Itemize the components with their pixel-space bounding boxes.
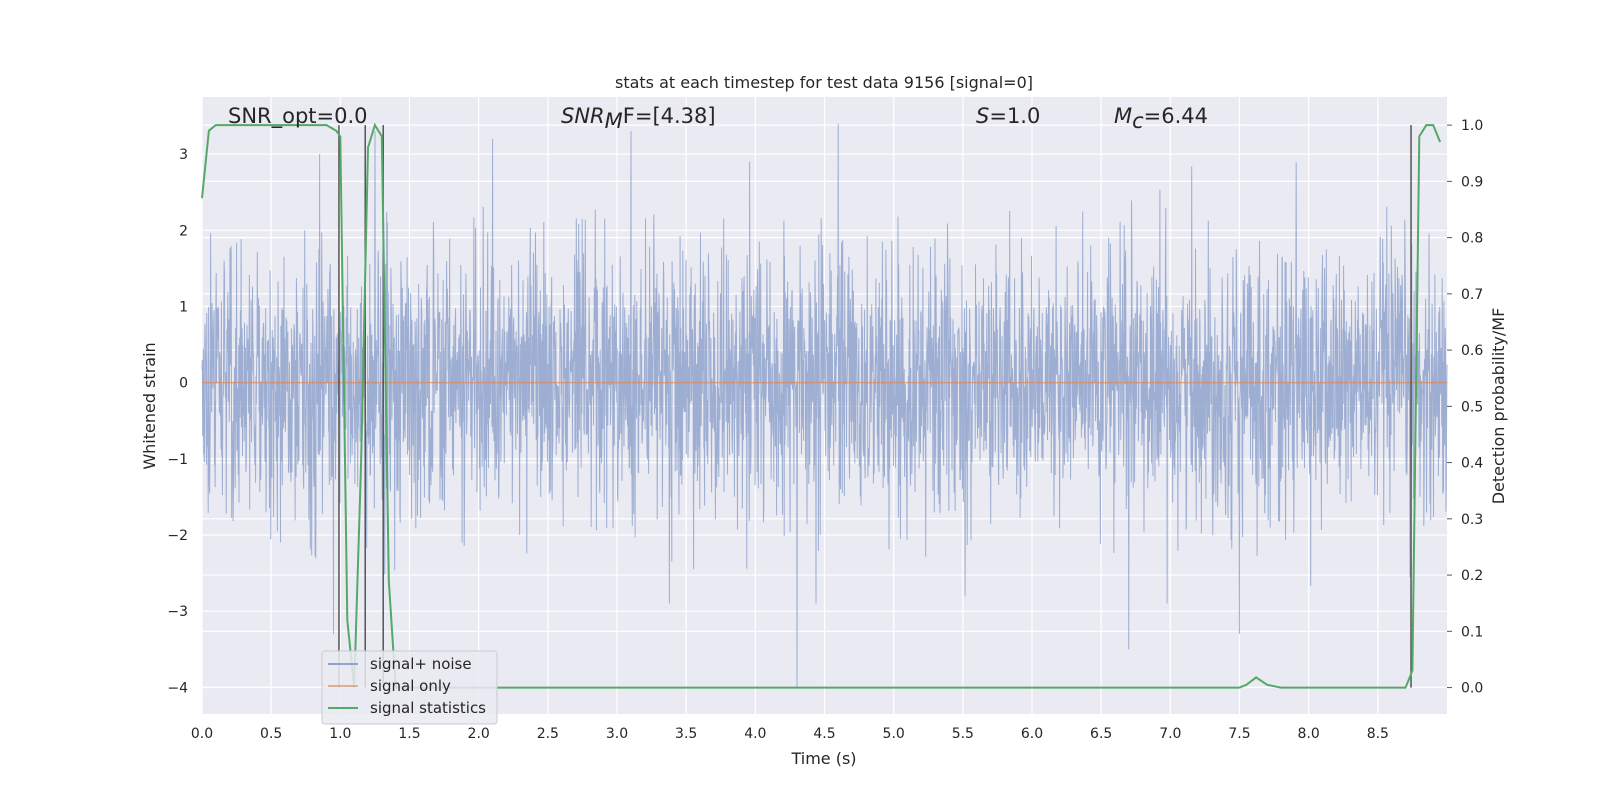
y2-tick-label: 0.6 bbox=[1461, 343, 1483, 359]
x-tick-label: 8.5 bbox=[1367, 726, 1389, 742]
annotation-snr-mf: SNRMF=[4.38] bbox=[561, 104, 716, 133]
x-tick-label: 2.0 bbox=[468, 726, 490, 742]
series-signal-noise bbox=[201, 123, 1448, 688]
x-tick-label: 1.0 bbox=[329, 726, 351, 742]
y2-tick-label: 0.3 bbox=[1461, 512, 1483, 528]
y2-tick-label: 0.1 bbox=[1461, 624, 1483, 640]
y2-tick-label: 0.5 bbox=[1461, 399, 1483, 415]
x-tick-label: 4.5 bbox=[813, 726, 835, 742]
y2-axis-label: Detection probability/MF bbox=[1489, 308, 1508, 505]
legend-label-signal-noise: signal+ noise bbox=[370, 655, 472, 673]
x-tick-label: 7.0 bbox=[1159, 726, 1181, 742]
annotation-snr-mf-value: F=[4.38] bbox=[623, 104, 716, 128]
x-tick-label: 7.5 bbox=[1228, 726, 1250, 742]
y-tick-label: −1 bbox=[167, 452, 188, 468]
y2-tick-label: 1.0 bbox=[1461, 118, 1483, 134]
y2-tick-label: 0.2 bbox=[1461, 568, 1483, 584]
x-tick-label: 6.5 bbox=[1090, 726, 1112, 742]
y2-tick-label: 0.0 bbox=[1461, 681, 1483, 697]
annotation-s-symbol: S bbox=[976, 104, 989, 128]
x-tick-label: 1.5 bbox=[398, 726, 420, 742]
y-tick-label: 2 bbox=[179, 223, 188, 239]
y-axis-label: Whitened strain bbox=[140, 342, 159, 469]
y-tick-label: −2 bbox=[167, 528, 188, 544]
x-tick-label: 0.0 bbox=[191, 726, 213, 742]
y-tick-label: 1 bbox=[179, 299, 188, 315]
x-tick-label: 2.5 bbox=[537, 726, 559, 742]
x-axis-ticks: 0.0 0.5 1.0 1.5 2.0 2.5 3.0 3.5 4.0 4.5 5.0 5.5 6.0 6… bbox=[191, 726, 1389, 742]
x-tick-label: 3.0 bbox=[606, 726, 628, 742]
x-tick-label: 5.0 bbox=[883, 726, 905, 742]
y-tick-label: −3 bbox=[167, 604, 188, 620]
annotation-snr-opt: SNR_opt=0.0 bbox=[228, 104, 368, 129]
y2-axis-ticks: 1.0 0.9 0.8 0.7 0.6 0.5 0.4 0.3 0.2 0.1 0.0 bbox=[1447, 118, 1483, 697]
annotation-snr-mf-symbol: SNR bbox=[561, 104, 605, 128]
annotation-mc: Mc=6.44 bbox=[1114, 104, 1208, 133]
x-tick-label: 5.5 bbox=[952, 726, 974, 742]
legend-label-signal-only: signal only bbox=[370, 677, 451, 695]
annotation-s-value: =1.0 bbox=[989, 104, 1040, 128]
x-axis-label: Time (s) bbox=[790, 749, 856, 768]
legend-box bbox=[321, 650, 498, 725]
x-tick-label: 0.5 bbox=[260, 726, 282, 742]
detection-vertical-lines bbox=[338, 125, 1412, 688]
y2-tick-label: 0.9 bbox=[1461, 174, 1483, 190]
chart-title: stats at each timestep for test data 915… bbox=[615, 73, 1033, 92]
annotation-mc-value: =6.44 bbox=[1144, 104, 1208, 128]
y-tick-label: 3 bbox=[179, 147, 188, 163]
annotation-mc-symbol: M bbox=[1114, 104, 1132, 128]
legend-label-signal-statistics: signal statistics bbox=[370, 699, 486, 717]
annotation-snr-mf-subscript: M bbox=[605, 109, 623, 133]
y-tick-label: −4 bbox=[167, 680, 188, 696]
annotation-s: S=1.0 bbox=[976, 104, 1040, 128]
noise-trace bbox=[201, 123, 1448, 688]
x-tick-label: 6.0 bbox=[1021, 726, 1043, 742]
y2-tick-label: 0.7 bbox=[1461, 287, 1483, 303]
legend: signal+ noise signal only signal statist… bbox=[321, 650, 498, 725]
y-tick-label: 0 bbox=[179, 376, 188, 392]
x-tick-label: 4.0 bbox=[744, 726, 766, 742]
y2-tick-label: 0.4 bbox=[1461, 456, 1483, 472]
x-tick-label: 3.5 bbox=[675, 726, 697, 742]
annotation-mc-subscript: c bbox=[1132, 109, 1144, 133]
y2-tick-label: 0.8 bbox=[1461, 231, 1483, 247]
y-axis-ticks: 3 2 1 0 −1 −2 −3 −4 bbox=[167, 147, 188, 696]
x-tick-label: 8.0 bbox=[1298, 726, 1320, 742]
